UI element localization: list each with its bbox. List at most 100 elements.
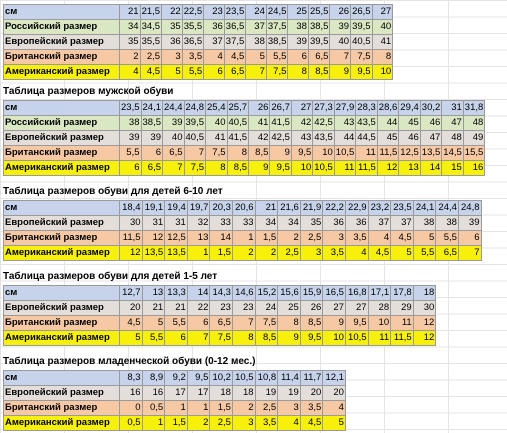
table-cell[interactable]: 29,4 — [398, 100, 421, 116]
row-label[interactable]: Американский размер — [3, 245, 120, 261]
table-cell[interactable]: 12,1 — [322, 370, 346, 386]
table-cell[interactable]: 34,5 — [139, 19, 163, 35]
table-cell[interactable]: 12 — [376, 160, 400, 176]
table-cell[interactable]: 30 — [412, 300, 437, 316]
table-cell[interactable]: 36 — [161, 34, 183, 50]
table-cell[interactable]: 13,3 — [164, 285, 188, 301]
table-cell[interactable]: 37 — [367, 215, 392, 231]
table-cell[interactable]: 6,5 — [209, 315, 233, 331]
table-cell[interactable]: 11,5 — [376, 145, 400, 161]
table-cell[interactable]: 23 — [231, 300, 256, 316]
row-label[interactable]: Американский размер — [3, 415, 120, 431]
table-cell[interactable]: 9 — [269, 145, 292, 161]
row-label[interactable]: Европейский размер — [3, 130, 120, 146]
table-cell[interactable]: 11 — [390, 315, 414, 331]
table-cell[interactable]: 33 — [231, 215, 256, 231]
row-label[interactable]: Британский размер — [3, 49, 120, 65]
table-cell[interactable]: 4 — [277, 415, 301, 431]
table-cell[interactable]: 8,3 — [119, 370, 143, 386]
table-cell[interactable]: 8,5 — [307, 64, 331, 80]
table-cell[interactable]: 10,5 — [333, 145, 357, 161]
table-cell[interactable]: 9 — [247, 160, 271, 176]
table-cell[interactable]: 23 — [203, 4, 225, 20]
table-cell[interactable]: 3 — [322, 230, 346, 246]
table-cell[interactable]: 11,5 — [119, 230, 143, 246]
row-label[interactable]: см — [3, 100, 120, 116]
table-cell[interactable]: 47 — [419, 130, 443, 146]
table-cell[interactable]: 4,5 — [299, 415, 324, 431]
row-label[interactable]: см — [3, 200, 120, 216]
table-cell[interactable]: 35 — [299, 215, 324, 231]
table-cell[interactable]: 6,5 — [307, 49, 331, 65]
table-cell[interactable]: 8 — [205, 160, 228, 176]
table-cell[interactable]: 2 — [231, 245, 256, 261]
row-label[interactable]: см — [3, 370, 120, 386]
table-cell[interactable]: 4 — [203, 49, 225, 65]
table-cell[interactable]: 10,5 — [231, 370, 256, 386]
table-cell[interactable]: 13 — [186, 230, 211, 246]
table-cell[interactable]: 6,5 — [162, 145, 185, 161]
table-cell[interactable]: 21 — [164, 300, 188, 316]
table-cell[interactable]: 43,5 — [312, 130, 335, 146]
table-cell[interactable]: 8,5 — [247, 145, 271, 161]
table-cell[interactable]: 19 — [254, 385, 279, 401]
table-cell[interactable]: 1,5 — [209, 400, 233, 416]
table-cell[interactable]: 45 — [398, 115, 421, 131]
table-cell[interactable]: 6 — [164, 330, 188, 346]
table-cell[interactable]: 40 — [329, 34, 352, 50]
row-label[interactable]: Британский размер — [3, 230, 120, 246]
table-cell[interactable]: 6,5 — [140, 160, 163, 176]
table-cell[interactable]: 37 — [203, 34, 225, 50]
table-cell[interactable]: 21 — [119, 4, 141, 20]
table-cell[interactable]: 38 — [435, 215, 459, 231]
table-cell[interactable]: 23,5 — [223, 4, 247, 20]
table-cell[interactable]: 5,5 — [412, 245, 437, 261]
table-cell[interactable]: 34 — [254, 215, 279, 231]
table-cell[interactable]: 16,8 — [344, 285, 369, 301]
table-cell[interactable]: 6 — [457, 230, 482, 246]
table-cell[interactable]: 48 — [441, 130, 464, 146]
table-cell[interactable]: 7 — [231, 315, 256, 331]
table-cell[interactable]: 39 — [457, 215, 482, 231]
table-cell[interactable]: 9,2 — [164, 370, 188, 386]
table-cell[interactable]: 40,5 — [183, 130, 206, 146]
table-cell[interactable]: 12 — [119, 245, 143, 261]
table-cell[interactable]: 20,3 — [209, 200, 233, 216]
table-cell[interactable]: 7 — [329, 49, 352, 65]
table-cell[interactable]: 11,5 — [355, 160, 378, 176]
table-cell[interactable]: 35,5 — [181, 19, 205, 35]
table-cell[interactable]: 39 — [140, 130, 163, 146]
table-cell[interactable]: 13 — [141, 285, 166, 301]
table-cell[interactable]: 15,5 — [462, 145, 486, 161]
table-cell[interactable]: 2,5 — [254, 400, 279, 416]
table-cell[interactable]: 16 — [119, 385, 143, 401]
table-cell[interactable]: 11,7 — [299, 370, 324, 386]
table-cell[interactable]: 10 — [290, 160, 314, 176]
table-cell[interactable]: 45 — [376, 130, 400, 146]
table-cell[interactable]: 9,5 — [290, 145, 314, 161]
table-cell[interactable]: 1 — [186, 400, 211, 416]
table-cell[interactable]: 33 — [209, 215, 233, 231]
table-cell[interactable]: 1 — [186, 245, 211, 261]
table-cell[interactable]: 1 — [164, 400, 188, 416]
table-cell[interactable]: 1,5 — [254, 230, 279, 246]
table-cell[interactable]: 13,5 — [141, 245, 166, 261]
table-cell[interactable]: 39,5 — [350, 19, 373, 35]
table-cell[interactable]: 23,5 — [390, 200, 414, 216]
table-cell[interactable]: 12 — [412, 315, 437, 331]
table-cell[interactable]: 31 — [164, 215, 188, 231]
table-cell[interactable]: 3,5 — [322, 245, 346, 261]
table-cell[interactable]: 14 — [419, 160, 443, 176]
table-cell[interactable]: 12 — [412, 330, 437, 346]
table-cell[interactable]: 4 — [344, 245, 369, 261]
table-cell[interactable]: 1 — [231, 230, 256, 246]
table-cell[interactable]: 25 — [277, 300, 301, 316]
table-cell[interactable]: 5,5 — [181, 64, 205, 80]
table-cell[interactable]: 8,5 — [226, 160, 249, 176]
table-cell[interactable]: 26,5 — [350, 4, 373, 20]
table-cell[interactable]: 11,5 — [390, 330, 414, 346]
table-cell[interactable]: 7 — [183, 145, 206, 161]
table-cell[interactable]: 6 — [203, 64, 225, 80]
table-cell[interactable]: 35,5 — [139, 34, 163, 50]
table-cell[interactable]: 28 — [367, 300, 392, 316]
